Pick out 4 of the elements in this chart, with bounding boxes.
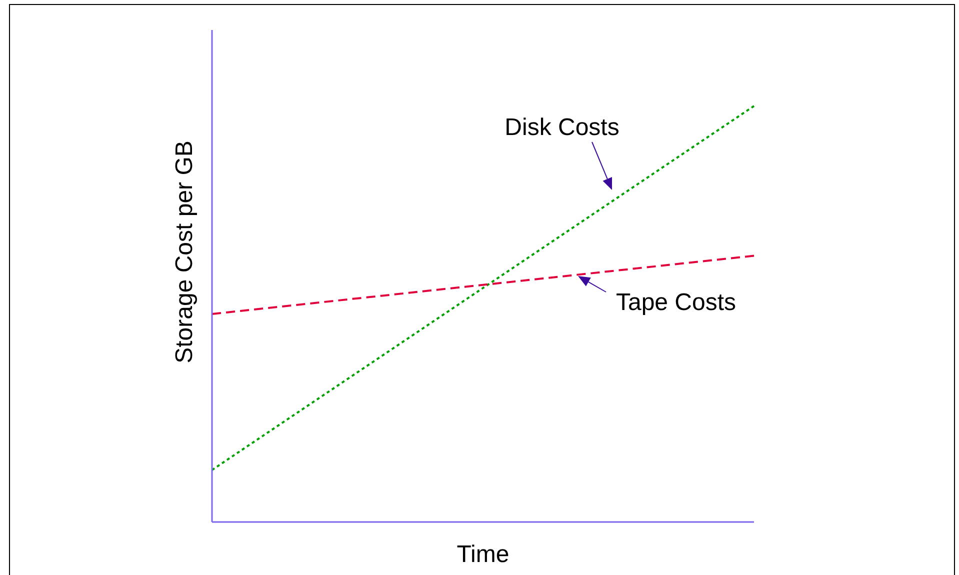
series-label: Disk Costs <box>504 114 620 141</box>
series-label: Tape Costs <box>616 289 736 316</box>
y-axis-title: Storage Cost per GB <box>171 140 198 364</box>
x-axis-title: Time <box>456 541 510 568</box>
